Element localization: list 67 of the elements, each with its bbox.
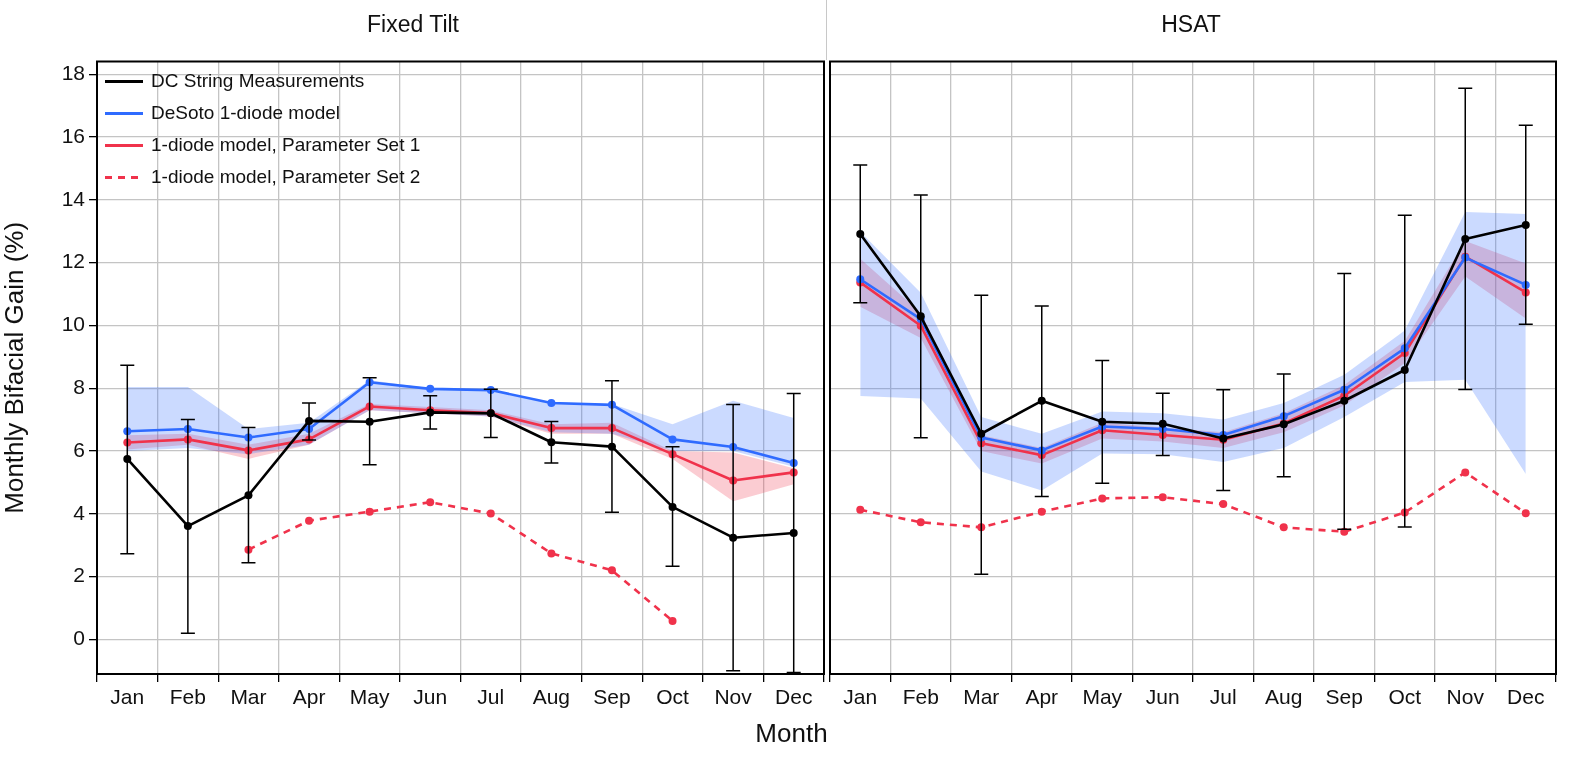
x-tick-label: Jul <box>477 685 505 709</box>
legend-label: DeSoto 1-diode model <box>151 101 341 123</box>
x-tick-label: May <box>1082 685 1123 709</box>
x-tick-label: Feb <box>169 685 206 709</box>
chart-title: HSAT <box>1161 11 1221 38</box>
point <box>668 616 677 625</box>
point <box>607 566 616 575</box>
point <box>977 429 986 438</box>
point <box>305 516 314 525</box>
legend-label: 1-diode model, Parameter Set 2 <box>151 165 421 187</box>
x-tick-label: Sep <box>1325 685 1363 709</box>
y-tick-label: 14 <box>61 186 86 210</box>
y-tick-label: 6 <box>73 437 85 461</box>
point <box>1521 509 1530 518</box>
y-tick-label: 4 <box>73 500 86 524</box>
x-tick-label: Aug <box>1265 685 1303 709</box>
point <box>486 509 495 518</box>
point <box>365 507 374 516</box>
x-tick-label: Nov <box>1446 685 1485 709</box>
y-tick-label: 0 <box>73 626 85 650</box>
x-tick-label: Nov <box>714 685 753 709</box>
point <box>547 549 556 558</box>
y-axis-title: Monthly Bifacial Gain (%) <box>0 221 29 514</box>
y-tick-label: 8 <box>73 375 85 399</box>
y-tick-label: 12 <box>61 249 85 273</box>
x-tick-label: Jul <box>1209 685 1237 709</box>
x-tick-label: Dec <box>775 685 813 709</box>
x-tick-label: Oct <box>1388 685 1422 709</box>
x-tick-label: Jan <box>843 685 878 709</box>
x-tick-label: Mar <box>963 685 1000 709</box>
x-tick-label: Sep <box>593 685 631 709</box>
x-tick-label: Oct <box>656 685 690 709</box>
y-tick-label: 16 <box>61 123 85 147</box>
x-tick-label: May <box>349 685 390 709</box>
point <box>1279 523 1288 532</box>
point <box>426 498 435 507</box>
point <box>668 435 677 444</box>
x-tick-label: Dec <box>1507 685 1545 709</box>
x-tick-label: Aug <box>532 685 571 709</box>
point <box>1219 500 1228 509</box>
x-tick-label: Jan <box>110 685 145 709</box>
point <box>426 384 435 393</box>
x-tick-label: Apr <box>292 685 326 709</box>
point <box>916 518 925 527</box>
point <box>547 398 556 407</box>
x-tick-label: Feb <box>902 685 939 709</box>
x-tick-label: Jun <box>413 685 448 709</box>
chart-title: Fixed Tilt <box>366 11 460 38</box>
x-tick-label: Jun <box>1145 685 1180 709</box>
legend-label: 1-diode model, Parameter Set 1 <box>151 133 421 155</box>
point <box>856 230 865 239</box>
x-axis-title: Month <box>754 718 829 749</box>
point <box>1098 494 1107 503</box>
point <box>1158 493 1167 502</box>
y-tick-label: 18 <box>61 60 85 84</box>
point <box>856 505 865 514</box>
legend-label: DC String Measurements <box>151 69 365 91</box>
point <box>123 454 132 463</box>
point <box>1340 396 1349 405</box>
x-tick-label: Apr <box>1025 685 1059 709</box>
y-tick-label: 2 <box>73 563 85 587</box>
point <box>1098 417 1107 426</box>
point <box>1461 235 1470 244</box>
y-tick-label: 10 <box>61 312 85 336</box>
point <box>1461 468 1470 477</box>
x-tick-label: Mar <box>230 685 267 709</box>
point <box>1037 507 1046 516</box>
